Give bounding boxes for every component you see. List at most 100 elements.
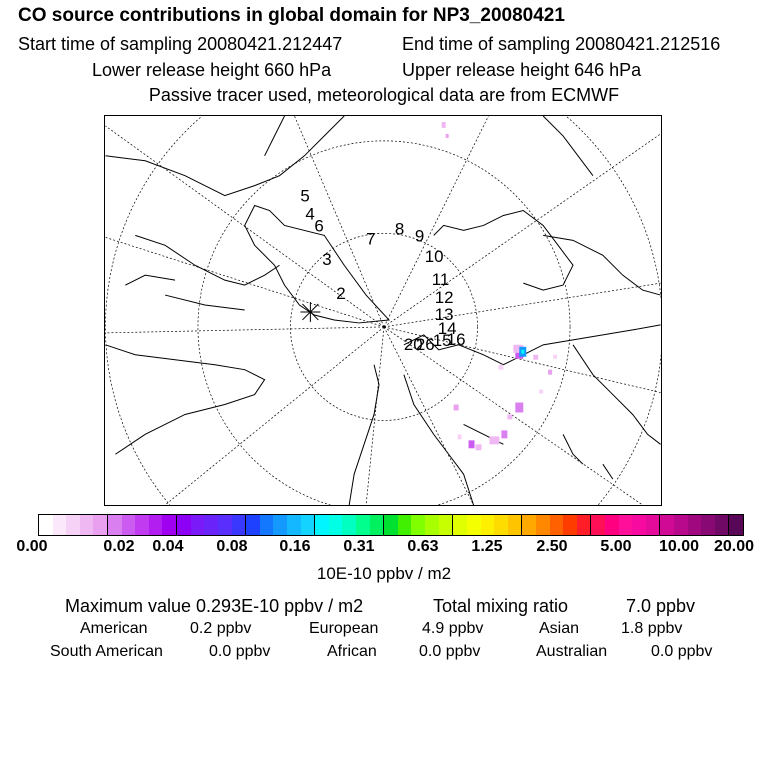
colorbar-swatch <box>604 515 619 535</box>
colorbar-swatch <box>632 515 646 535</box>
colorbar-swatch <box>645 515 661 535</box>
colorbar-tick-label: 20.00 <box>713 538 755 555</box>
region-name-american: American <box>80 620 148 637</box>
region-name-australian: Australian <box>536 643 608 660</box>
contribution-field <box>441 121 558 451</box>
colorbar-swatch <box>79 515 94 535</box>
colorbar-swatch <box>204 515 218 535</box>
upper-release-label: Upper release height 646 hPa <box>402 60 642 80</box>
region-name-asian: Asian <box>539 620 580 637</box>
colorbar-swatch <box>563 515 577 535</box>
colorbar-swatch <box>231 515 247 535</box>
colorbar-swatch <box>286 515 301 535</box>
colorbar-swatch <box>618 515 633 535</box>
lower-release-label: Lower release height 660 hPa <box>92 60 332 80</box>
colorbar-swatch <box>217 515 232 535</box>
colorbar-swatch <box>342 515 357 535</box>
field-cell <box>475 444 482 451</box>
region-value-european: 4.9 ppbv <box>422 620 484 637</box>
polar-map: 5 4 6 7 8 9 10 3 11 2 12 13 14 15 16 20 … <box>104 115 662 506</box>
colorbar-swatch <box>729 515 744 535</box>
colorbar-tick-label: 0.63 <box>407 538 439 555</box>
colorbar-swatch <box>259 515 274 535</box>
field-cell <box>441 121 446 128</box>
field-cell <box>468 440 475 449</box>
track-label-9: 9 <box>415 226 424 245</box>
colorbar-swatch <box>315 515 329 535</box>
track-label-4: 4 <box>305 204 314 223</box>
region-value-asian: 1.8 ppbv <box>621 620 683 637</box>
flight-track-labels: 5 4 6 7 8 9 10 3 11 2 12 13 14 15 16 20 … <box>300 187 465 354</box>
colorbar-swatch <box>687 515 702 535</box>
coast-north-america <box>105 116 345 197</box>
lat-circle-60 <box>105 116 661 505</box>
colorbar-swatch <box>135 515 149 535</box>
colorbar-swatch <box>52 515 67 535</box>
coast-scandinavia <box>348 364 380 505</box>
colorbar-tick-label: 0.04 <box>152 538 184 555</box>
region-value-african: 0.0 ppbv <box>419 643 481 660</box>
colorbar-tick-label: 0.31 <box>343 538 375 555</box>
field-cell <box>515 402 524 413</box>
track-label-11: 11 <box>432 270 450 289</box>
end-time-label: End time of sampling 20080421.212516 <box>402 34 721 54</box>
colorbar-swatch <box>246 515 260 535</box>
field-cell <box>521 349 525 354</box>
total-mixing-value: 7.0 ppbv <box>626 596 696 616</box>
coast-japan <box>562 434 614 480</box>
region-name-south-american: South American <box>50 643 163 660</box>
track-label-12: 12 <box>435 288 454 307</box>
field-cell <box>457 434 462 440</box>
colorbar-tick-label: 0.16 <box>279 538 311 555</box>
colorbar-swatch <box>93 515 109 535</box>
colorbar-tick-label: 10.00 <box>658 538 700 555</box>
meridians <box>105 116 661 505</box>
field-cell <box>553 354 558 359</box>
colorbar-swatch <box>177 515 191 535</box>
colorbar-swatch <box>300 515 316 535</box>
colorbar-swatch <box>384 515 398 535</box>
coast-hudson <box>105 344 266 455</box>
field-cell <box>445 133 449 138</box>
track-label-5: 5 <box>300 187 309 206</box>
region-name-european: European <box>309 620 379 637</box>
lat-circle-70 <box>197 140 571 505</box>
colorbar-tick-label: 5.00 <box>600 538 632 555</box>
track-label-8: 8 <box>395 219 404 238</box>
coast-eurasia-north <box>403 324 661 366</box>
colorbar-swatch <box>549 515 564 535</box>
colorbar-swatch <box>576 515 592 535</box>
colorbar-tick-label: 2.50 <box>536 538 568 555</box>
track-label-7: 7 <box>366 229 375 248</box>
coast-siberia <box>433 209 574 291</box>
colorbar-tick-label: 0.08 <box>216 538 248 555</box>
field-cell <box>501 430 508 439</box>
colorbar-tick-label: 0.02 <box>103 538 135 555</box>
field-cell <box>507 414 513 420</box>
colorbar-swatch <box>273 515 287 535</box>
coast-asia-east <box>543 234 661 445</box>
track-label-14: 14 <box>438 319 457 338</box>
colorbar-swatch <box>190 515 205 535</box>
max-value-label: Maximum value 0.293E-10 ppbv / m2 <box>65 596 364 616</box>
colorbar-swatch <box>494 515 508 535</box>
release-marker <box>300 302 321 322</box>
colorbar-swatch <box>369 515 385 535</box>
colorbar-swatch <box>660 515 675 535</box>
field-cell <box>513 344 524 353</box>
colorbar-swatch <box>466 515 481 535</box>
total-mixing-label: Total mixing ratio <box>433 596 569 616</box>
latitude-circles <box>105 116 661 505</box>
colorbar-swatch <box>411 515 426 535</box>
colorbar-swatch <box>453 515 467 535</box>
colorbar-swatch <box>480 515 495 535</box>
plot-title: CO source contributions in global domain… <box>18 5 565 26</box>
colorbar-swatch <box>591 515 605 535</box>
track-label-16: 16 <box>447 330 466 349</box>
coast-europe <box>403 374 504 505</box>
track-label-3: 3 <box>322 250 331 269</box>
colorbar-swatch <box>162 515 178 535</box>
colorbar-swatch <box>108 515 122 535</box>
colorbar-swatch <box>66 515 80 535</box>
lat-circle-80 <box>290 233 478 421</box>
